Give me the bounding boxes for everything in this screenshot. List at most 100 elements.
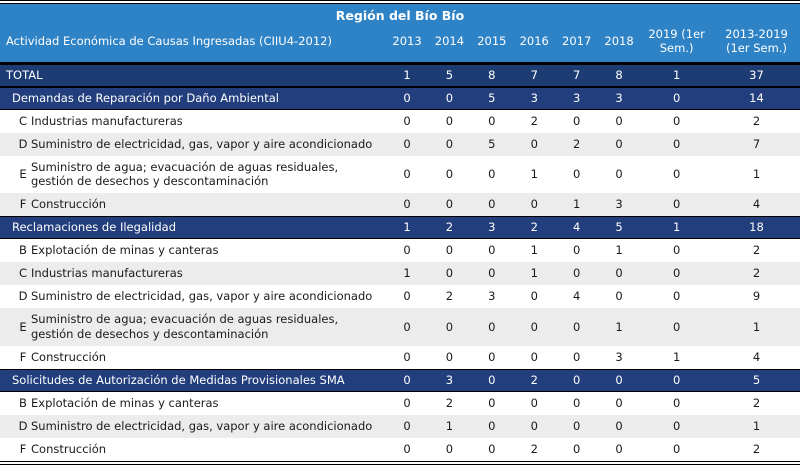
total-row: TOTAL 1 5 8 7 7 8 1 37 [0, 63, 800, 87]
value-cell: 2 [445, 395, 454, 410]
value-cell: 1 [752, 418, 761, 433]
value-cell: 0 [530, 418, 538, 433]
table-row: F Construcción 0 0 0 2 0 0 0 2 [0, 437, 800, 461]
activity-code: E [19, 319, 27, 334]
column-header-year: 2017 [555, 25, 598, 64]
value-cell: 3 [445, 372, 454, 387]
value-cell: 0 [615, 372, 623, 387]
table-header: Región del Bío Bío Actividad Económica d… [0, 4, 800, 64]
value-cell: 4 [752, 197, 761, 212]
value-cell: 3 [530, 90, 538, 105]
value-cell: 0 [672, 319, 681, 334]
value-cell: 1 [445, 418, 454, 433]
value-cell: 0 [403, 166, 411, 181]
value-cell: 0 [572, 266, 581, 281]
value-cell: 1 [530, 166, 538, 181]
value-cell: 0 [572, 349, 581, 364]
activity-code: C [18, 113, 28, 128]
value-cell: 1 [672, 67, 681, 82]
table-row: B Explotación de minas y canteras 0 2 0 0 0 0 0 2 [0, 391, 800, 415]
activity-label-cell: B Explotación de minas y canteras [0, 239, 386, 262]
value-cell: 2 [752, 243, 761, 258]
value-cell: 0 [488, 166, 496, 181]
value-cell: 0 [488, 113, 496, 128]
activity-label-cell: F Construcción [0, 346, 386, 369]
value-cell: 0 [572, 441, 581, 456]
activity-label-cell: D Suministro de electricidad, gas, vapor … [0, 415, 386, 438]
value-cell: 2 [572, 136, 581, 151]
activity-label-cell: C Industrias manufactureras [0, 262, 386, 285]
activity-code: C [18, 266, 28, 281]
column-header-row: Actividad Económica de Causas Ingresadas… [0, 25, 800, 64]
value-cell: 0 [445, 166, 454, 181]
value-cell: 7 [530, 67, 538, 82]
value-cell: 0 [672, 197, 681, 212]
section-label: Reclamaciones de Ilegalidad [12, 220, 177, 235]
value-cell: 37 [749, 67, 764, 82]
activity-label-cell: E Suministro de agua; evacuación de aguas… [0, 156, 386, 194]
value-cell: 0 [445, 113, 454, 128]
activity-label-cell: B Explotación de minas y canteras [0, 391, 386, 414]
activity-label: Explotación de minas y canteras [31, 243, 219, 258]
value-cell: 0 [488, 266, 496, 281]
value-cell: 4 [572, 289, 581, 304]
value-cell: 0 [488, 319, 496, 334]
table-body: TOTAL 1 5 8 7 7 8 1 37 Demandas de Reparación por… [0, 63, 800, 461]
value-cell: 0 [672, 441, 681, 456]
value-cell: 0 [672, 266, 681, 281]
table-row: E Suministro de agua; evacuación de aguas… [0, 155, 800, 194]
value-cell: 0 [403, 372, 411, 387]
value-cell: 1 [672, 349, 681, 364]
value-cell: 0 [488, 395, 496, 410]
value-cell: 0 [530, 197, 538, 212]
value-cell: 3 [572, 90, 581, 105]
value-cell: 1 [672, 220, 681, 235]
column-header-activity: Actividad Económica de Causas Ingresadas… [0, 25, 386, 64]
column-header-year: 2016 [513, 25, 556, 64]
value-cell: 0 [672, 113, 681, 128]
table-row: D Suministro de electricidad, gas, vapor … [0, 132, 800, 156]
value-cell: 0 [672, 166, 681, 181]
value-cell: 5 [445, 67, 454, 82]
activity-label: Construcción [31, 197, 107, 212]
activity-code: B [19, 395, 27, 410]
column-header-year: 2014 [428, 25, 471, 64]
value-cell: 0 [445, 349, 454, 364]
value-cell: 2 [752, 395, 761, 410]
column-header-semester: 2019 (1er Sem.) [640, 25, 713, 64]
table-row: E Suministro de agua; evacuación de aguas… [0, 308, 800, 346]
activity-label: Suministro de agua; evacuación de aguas … [31, 312, 339, 341]
value-cell: 0 [672, 289, 681, 304]
value-cell: 1 [530, 266, 538, 281]
value-cell: 0 [530, 349, 538, 364]
value-cell: 0 [403, 349, 411, 364]
value-cell: 5 [488, 136, 496, 151]
value-cell: 1 [615, 319, 623, 334]
activity-code: D [18, 136, 28, 151]
value-cell: 0 [530, 289, 538, 304]
value-cell: 0 [488, 243, 496, 258]
value-cell: 9 [752, 289, 761, 304]
value-cell: 0 [530, 136, 538, 151]
value-cell: 0 [403, 90, 411, 105]
value-cell: 0 [572, 319, 581, 334]
value-cell: 5 [488, 90, 496, 105]
table-row: D Suministro de electricidad, gas, vapor … [0, 414, 800, 438]
value-cell: 1 [572, 197, 581, 212]
value-cell: 3 [615, 349, 623, 364]
activity-label: Explotación de minas y canteras [31, 395, 219, 410]
value-cell: 3 [615, 197, 623, 212]
value-cell: 0 [672, 418, 681, 433]
value-cell: 0 [530, 319, 538, 334]
value-cell: 3 [488, 220, 496, 235]
section-label: Demandas de Reparación por Daño Ambienta… [12, 90, 279, 105]
value-cell: 0 [403, 441, 411, 456]
value-cell: 3 [615, 90, 623, 105]
value-cell: 0 [403, 197, 411, 212]
value-cell: 0 [572, 395, 581, 410]
value-cell: 2 [530, 372, 538, 387]
causes-by-activity-table: Región del Bío Bío Actividad Económica d… [0, 4, 800, 461]
column-header-year: 2018 [597, 25, 641, 64]
activity-label: Suministro de electricidad, gas, vapor y… [31, 289, 373, 304]
table-row: D Suministro de electricidad, gas, vapor … [0, 285, 800, 309]
